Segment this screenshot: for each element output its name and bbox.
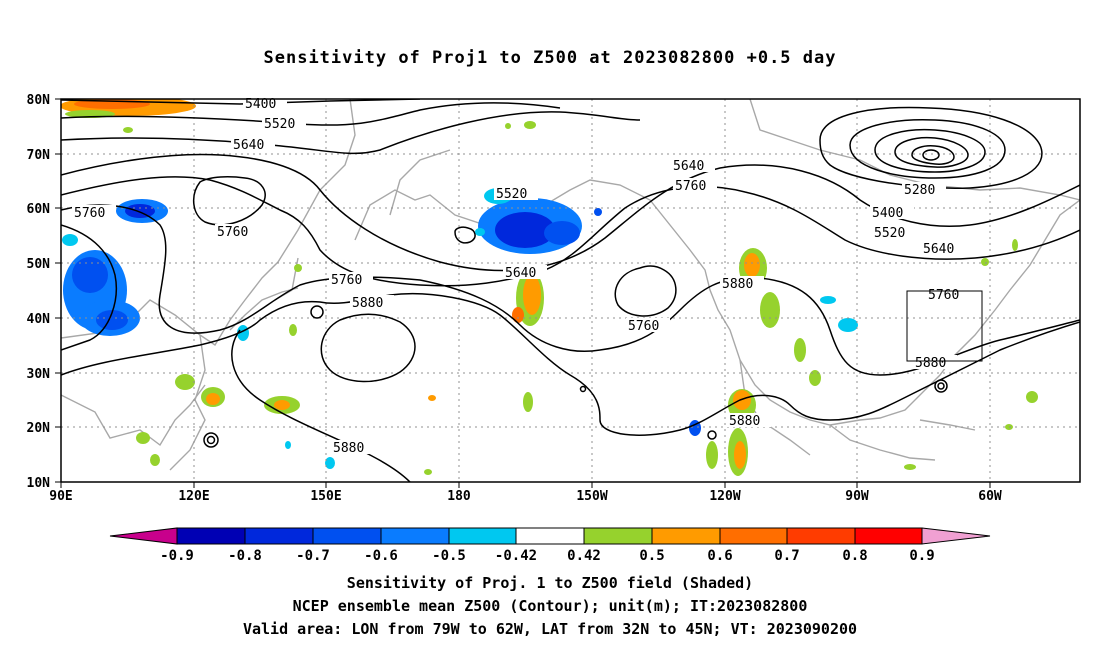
contour-label-5880: 5880	[352, 296, 383, 311]
contour-label-5520: 5520	[496, 187, 527, 202]
colorbar-tick-label: -0.6	[364, 548, 398, 564]
lat-label: 80N	[27, 93, 51, 108]
contour-label-5880: 5880	[722, 277, 753, 292]
contour-label-5880: 5880	[915, 356, 946, 371]
colorbar-tick-label: 0.8	[842, 548, 867, 564]
colorbar-swatch	[380, 527, 450, 545]
colorbar-swatch	[244, 527, 314, 545]
colorbar-tick-label: 0.42	[567, 548, 601, 564]
contour-label-5640: 5640	[923, 242, 954, 257]
contour-label-5640: 5640	[673, 159, 704, 174]
colorbar-low-arrow	[109, 527, 178, 545]
colorbar-high-arrow	[921, 527, 991, 545]
z500-contours	[61, 99, 1080, 482]
colorbar-swatch	[854, 527, 923, 545]
colorbar-tick-label: 0.7	[774, 548, 799, 564]
sensitivity-shading	[61, 99, 1038, 476]
contour-label-5640: 5640	[505, 266, 536, 281]
lon-label: 150W	[576, 489, 607, 504]
colorbar-tick-label: -0.42	[495, 548, 537, 564]
lat-label: 30N	[27, 367, 51, 382]
colorbar	[109, 527, 991, 545]
colorbar-swatch	[176, 527, 246, 545]
colorbar-tick-label: -0.7	[296, 548, 330, 564]
contour-label-5760: 5760	[74, 206, 105, 221]
lat-label: 60N	[27, 202, 51, 217]
contour-label-5760: 5760	[331, 273, 362, 288]
contour-label-5880: 5880	[729, 414, 760, 429]
contour-label-5760: 5760	[217, 225, 248, 240]
lat-label: 40N	[27, 312, 51, 327]
contour-label-5760: 5760	[928, 288, 959, 303]
contour-label-5400: 5400	[245, 97, 276, 112]
valid-area-box	[906, 290, 983, 362]
contour-label-5880: 5880	[333, 441, 364, 456]
colorbar-tick-label: 0.5	[639, 548, 664, 564]
lon-label: 180	[447, 489, 471, 504]
colorbar-swatch	[583, 527, 653, 545]
colorbar-labels: -0.9 -0.8 -0.7 -0.6 -0.5 -0.42 0.42 0.5 …	[160, 548, 935, 564]
colorbar-swatch	[515, 527, 585, 545]
lat-label: 20N	[27, 421, 51, 436]
contour-label-5640: 5640	[233, 138, 264, 153]
lon-label: 90E	[49, 489, 72, 504]
lat-label: 10N	[27, 476, 51, 491]
caption-contour: NCEP ensemble mean Z500 (Contour); unit(…	[292, 597, 808, 615]
contour-label-5400: 5400	[872, 206, 903, 221]
lon-label: 90W	[845, 489, 869, 504]
latitude-labels: 80N 70N 60N 50N 40N 30N 20N 10N	[27, 93, 51, 491]
chart-title: Sensitivity of Proj1 to Z500 at 20230828…	[263, 48, 837, 68]
contour-label-5520: 5520	[264, 117, 295, 132]
tick-marks	[55, 98, 991, 488]
lon-label: 120W	[709, 489, 740, 504]
colorbar-swatch	[719, 527, 788, 545]
caption-shading: Sensitivity of Proj. 1 to Z500 field (Sh…	[346, 574, 754, 592]
lon-label: 60W	[978, 489, 1002, 504]
lat-label: 70N	[27, 148, 51, 163]
colorbar-tick-label: 0.9	[909, 548, 934, 564]
contour-label-5760: 5760	[675, 179, 706, 194]
lat-label: 50N	[27, 257, 51, 272]
colorbar-tick-label: -0.9	[160, 548, 194, 564]
colorbar-swatch	[312, 527, 382, 545]
colorbar-tick-label: -0.8	[228, 548, 262, 564]
contour-labels: 5400 5520 5640 5760 5760 5760 5880 5520 …	[72, 96, 970, 456]
contour-label-5520: 5520	[874, 226, 905, 241]
caption-valid-area: Valid area: LON from 79W to 62W, LAT fro…	[242, 620, 858, 638]
colorbar-swatch	[786, 527, 856, 545]
map-frame	[60, 98, 1081, 483]
longitude-labels: 90E 120E 150E 180 150W 120W 90W 60W	[49, 489, 1002, 504]
contour-label-5280: 5280	[904, 183, 935, 198]
colorbar-swatch	[651, 527, 721, 545]
lon-label: 150E	[310, 489, 341, 504]
lon-label: 120E	[178, 489, 209, 504]
colorbar-swatch	[448, 527, 517, 545]
graticule	[61, 99, 1080, 482]
colorbar-tick-label: -0.5	[432, 548, 466, 564]
contour-label-5760: 5760	[628, 319, 659, 334]
colorbar-tick-label: 0.6	[707, 548, 732, 564]
